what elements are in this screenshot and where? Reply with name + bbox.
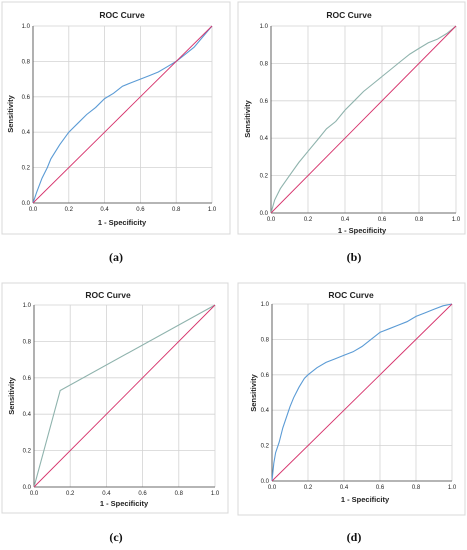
x-tick-label: 0.0	[268, 485, 277, 491]
x-tick-label: 0.8	[415, 217, 424, 223]
panel-frame	[1, 1, 231, 235]
chart-title: ROC Curve	[99, 10, 145, 20]
x-tick-label: 0.4	[340, 485, 349, 491]
chart-panel-a: 0.0 0.2 0.4 0.6 0.8 1.0 0.0 0.2 0.4 0.6 0.8 1.0 ROC …	[1, 1, 231, 264]
panel-caption: (b)	[347, 250, 362, 264]
x-axis-label: 1 - Specificity	[98, 218, 147, 227]
x-tick-label: 0.2	[304, 485, 313, 491]
x-tick-label: 0.2	[304, 217, 313, 223]
x-axis-label: 1 - Specificity	[341, 495, 390, 504]
y-tick-label: 0.4	[260, 136, 269, 142]
x-tick-label: 0.8	[172, 207, 181, 213]
y-tick-label: 0.8	[261, 337, 270, 343]
roc-curve-line	[271, 303, 453, 482]
y-tick-label: 0.2	[23, 449, 32, 455]
x-tick-label: 1.0	[452, 217, 461, 223]
y-tick-label: 0.2	[22, 166, 31, 172]
panel-frame	[1, 282, 229, 514]
chart-panel-c: 0.0 0.2 0.4 0.6 0.8 1.0 0.0 0.2 0.4 0.6 0.8 1.0 ROC …	[1, 282, 229, 544]
panel-caption: (a)	[109, 250, 123, 264]
y-tick-label: 0.0	[261, 479, 270, 485]
y-tick-label: 0.4	[261, 408, 270, 414]
y-axis-label: Sensitivity	[243, 99, 252, 137]
x-tick-label: 0.6	[138, 491, 147, 497]
x-tick-label: 0.6	[376, 485, 385, 491]
x-tick-label: 0.0	[29, 207, 38, 213]
y-tick-label: 1.0	[260, 24, 269, 30]
y-tick-label: 0.8	[260, 61, 269, 67]
x-tick-label: 1.0	[211, 491, 220, 497]
y-tick-label: 0.8	[22, 59, 31, 65]
y-tick-label: 0.6	[23, 376, 32, 382]
x-tick-label: 0.0	[30, 491, 39, 497]
y-tick-label: 0.0	[23, 485, 32, 491]
chart-panel-b: 0.0 0.2 0.4 0.6 0.8 1.0 0.0 0.2 0.4 0.6 0.8 1.0 ROC …	[237, 1, 466, 264]
y-tick-label: 0.2	[261, 444, 270, 450]
y-tick-label: 0.8	[23, 339, 32, 345]
x-tick-label: 0.2	[66, 491, 75, 497]
y-axis-label: Sensitivity	[249, 373, 258, 411]
y-tick-label: 0.0	[22, 201, 31, 207]
y-tick-label: 0.4	[22, 130, 31, 136]
x-tick-label: 0.4	[100, 207, 109, 213]
x-tick-label: 0.0	[267, 217, 276, 223]
panel-frame	[237, 1, 466, 235]
y-tick-label: 0.0	[260, 211, 269, 217]
y-tick-label: 0.2	[260, 174, 269, 180]
x-axis-label: 1 - Specificity	[100, 499, 149, 508]
y-tick-label: 1.0	[23, 303, 32, 309]
x-tick-label: 0.6	[136, 207, 145, 213]
x-tick-label: 0.8	[412, 485, 421, 491]
y-tick-label: 0.6	[22, 95, 31, 101]
reference-diagonal-line	[270, 25, 457, 214]
x-tick-label: 1.0	[208, 207, 217, 213]
y-tick-label: 0.4	[23, 412, 32, 418]
y-tick-label: 0.6	[260, 99, 269, 105]
x-tick-label: 0.2	[65, 207, 74, 213]
panel-caption: (d)	[347, 530, 362, 544]
reference-diagonal-line	[32, 25, 213, 204]
roc-curve-line	[270, 25, 457, 214]
chart-panel-d: 0.0 0.2 0.4 0.6 0.8 1.0 0.0 0.2 0.4 0.6 0.8 1.0 ROC …	[237, 282, 466, 544]
panel-caption: (c)	[109, 530, 122, 544]
x-axis-label: 1 - Specificity	[338, 226, 387, 235]
y-tick-label: 1.0	[261, 302, 270, 308]
reference-diagonal-line	[33, 304, 216, 488]
chart-title: ROC Curve	[326, 10, 372, 20]
reference-diagonal-line	[271, 303, 453, 482]
y-tick-label: 0.6	[261, 373, 270, 379]
y-axis-label: Sensitivity	[7, 376, 16, 414]
x-tick-label: 0.4	[341, 217, 350, 223]
y-axis-label: Sensitivity	[6, 94, 15, 132]
roc-curve-line	[33, 304, 216, 488]
x-tick-label: 1.0	[448, 485, 457, 491]
chart-title: ROC Curve	[328, 290, 374, 300]
x-tick-label: 0.8	[175, 491, 184, 497]
chart-title: ROC Curve	[85, 290, 131, 300]
x-tick-label: 0.6	[378, 217, 387, 223]
y-tick-label: 1.0	[22, 24, 31, 30]
x-tick-label: 0.4	[102, 491, 111, 497]
panel-frame	[237, 282, 466, 516]
